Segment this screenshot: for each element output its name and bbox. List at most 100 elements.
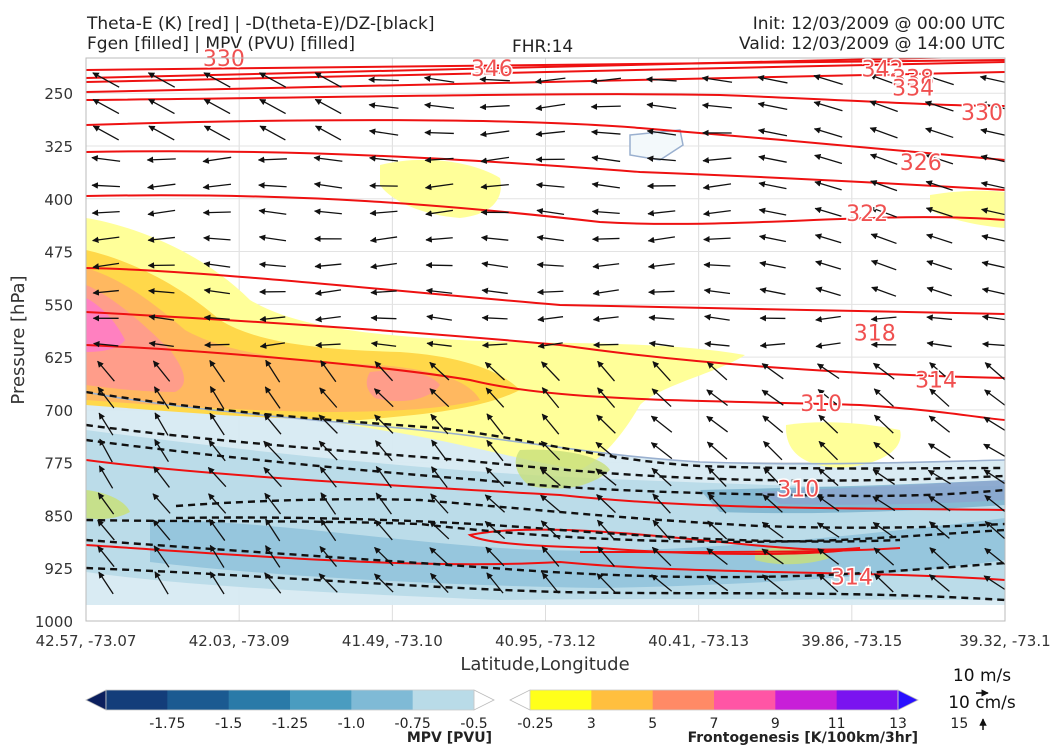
wind-vector: [597, 546, 615, 567]
dthetae-dz-contour: [86, 538, 1005, 579]
wind-vector: [537, 315, 564, 323]
wind-vector: [704, 340, 730, 348]
wind-vector: [929, 388, 950, 407]
wind-vector: [759, 342, 786, 349]
wind-vector: [424, 129, 454, 136]
theta-e-contour: [86, 311, 1005, 379]
wind-vector: [814, 180, 842, 191]
wind-vector: [258, 234, 287, 242]
wind-vector: [97, 492, 115, 515]
wind-vector: [319, 387, 338, 408]
colorbar-segment: [412, 690, 475, 710]
wind-vector: [870, 259, 897, 271]
wind-vector: [758, 154, 787, 163]
wind-vector: [706, 574, 729, 592]
fgen-fill-9b: [366, 370, 440, 402]
wind-vector: [925, 153, 954, 165]
wind-vector: [484, 494, 506, 513]
wind-vector: [203, 125, 231, 141]
colorbar-tick-label: -1.0: [338, 716, 365, 732]
wind-vector: [591, 155, 621, 163]
wind-vector: [929, 362, 950, 381]
wind-vector: [479, 76, 510, 83]
wind-vector: [147, 209, 176, 217]
wind-vector: [761, 548, 784, 565]
wind-vector: [924, 74, 954, 86]
wind-vector: [869, 126, 898, 139]
wind-vector: [430, 413, 449, 435]
wind-vector: [813, 100, 843, 112]
wind-vector: [209, 571, 225, 595]
wind-vector: [98, 412, 114, 436]
wind-vector: [813, 74, 843, 85]
wind-vector: [92, 98, 120, 115]
wind-vector: [368, 76, 399, 83]
wind-vector: [204, 341, 230, 349]
wind-vector: [264, 572, 282, 594]
wind-vector: [870, 315, 897, 323]
wind-vector: [370, 262, 397, 270]
wind-vector: [981, 260, 1005, 269]
wind-vector: [485, 546, 505, 567]
wind-vector: [320, 360, 337, 383]
y-tick-label: 925: [44, 560, 73, 578]
wind-vector: [759, 287, 786, 295]
x-tick-label: 42.03, -73.09: [189, 632, 290, 650]
wind-vector: [264, 545, 281, 568]
wind-vector: [481, 314, 508, 322]
wind-vector: [540, 468, 561, 487]
wind-vector: [707, 467, 727, 487]
wind-vector: [818, 441, 838, 461]
wind-vector: [318, 440, 338, 461]
colorbar-segment: [836, 690, 899, 710]
wind-vector: [541, 413, 560, 435]
wind-vector: [702, 209, 731, 217]
wind-vector: [873, 388, 894, 407]
wind-vector: [481, 287, 508, 295]
wind-vector: [203, 261, 231, 268]
wind-vector: [591, 181, 620, 189]
wind-vector: [91, 182, 120, 189]
wind-vector: [154, 439, 169, 463]
wind-vector: [369, 182, 398, 189]
wind-vector: [97, 519, 115, 541]
y-tick-label: 325: [44, 138, 73, 156]
colorbar-tick-label: -1.5: [215, 716, 242, 732]
wind-vector: [485, 467, 505, 488]
wind-vector: [596, 519, 616, 541]
wind-vector: [264, 386, 281, 409]
dthetae-dz-contour: [175, 516, 901, 543]
wind-vector: [534, 77, 566, 85]
wind-vector: [264, 492, 282, 515]
wind-vector: [480, 183, 509, 190]
wind-vector: [541, 387, 560, 409]
colorbar-tick-label: 5: [648, 716, 657, 732]
wind-vector: [817, 363, 840, 380]
wind-vector: [425, 287, 453, 295]
wind-vector: [980, 154, 1005, 163]
run-times: Init: 12/03/2009 @ 00:00 UTC Valid: 12/0…: [739, 14, 1005, 54]
x-tick-label: 42.57, -73.07: [36, 632, 137, 650]
wind-vector: [537, 342, 563, 349]
wind-vector: [761, 389, 784, 406]
wind-vector: [259, 98, 286, 115]
wind-vector: [152, 519, 171, 541]
wind-vector: [816, 522, 840, 538]
wind-vector: [984, 389, 1005, 407]
colorbar-tick-label: 15: [950, 716, 968, 732]
wind-vector: [928, 415, 951, 433]
wind-vector: [815, 315, 841, 323]
wind-vector: [263, 440, 283, 461]
wind-vector: [762, 494, 783, 513]
dthetae-dz-contours: [86, 390, 1005, 602]
mpv-fill-mid: [150, 518, 1005, 588]
wind-vector: [541, 572, 560, 594]
wind-vector: [706, 548, 728, 566]
wind-vector: [595, 441, 617, 460]
wind-vector: [814, 153, 843, 165]
wind-vector: [259, 125, 286, 141]
wind-vector: [154, 571, 169, 595]
wind-vector: [815, 286, 841, 297]
theta-e-contour: [86, 93, 1005, 107]
wind-vector: [926, 314, 953, 321]
